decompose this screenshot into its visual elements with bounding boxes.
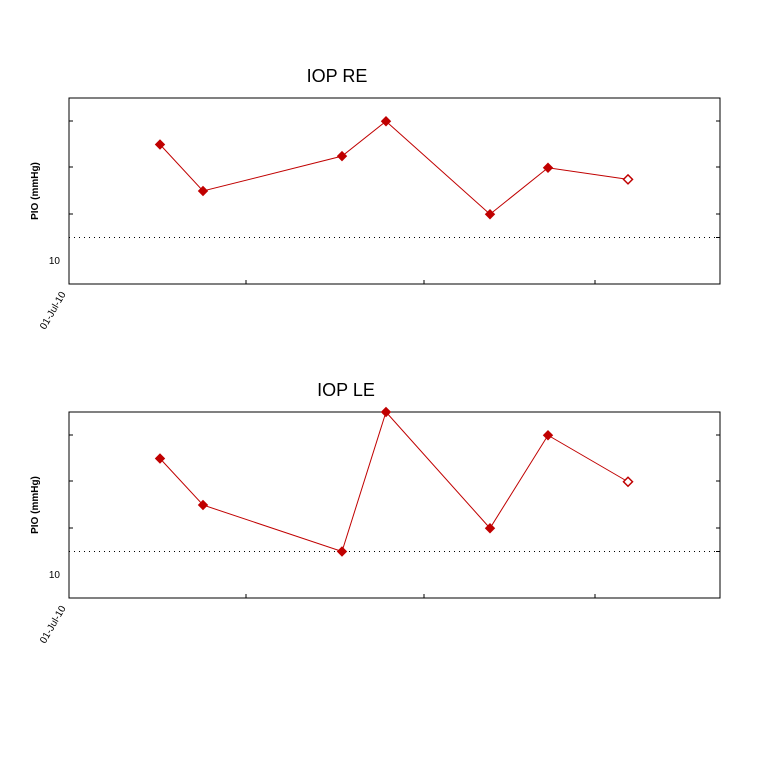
data-point: [197, 499, 209, 511]
y-tick-label: 10: [49, 256, 61, 267]
y-axis-label: PIO (mmHg): [30, 162, 41, 220]
series-points: [154, 406, 634, 557]
data-point: [484, 209, 496, 220]
data-point: [622, 476, 634, 488]
data-point: [380, 116, 392, 127]
y-tick-label: 10: [49, 570, 61, 581]
data-point: [154, 453, 166, 464]
plot-frame: [68, 97, 721, 285]
axis-ticks: [69, 434, 720, 598]
data-point: [336, 150, 348, 162]
plot-frame: [68, 411, 721, 599]
series-line: [159, 411, 629, 553]
series-line: [159, 120, 629, 215]
data-point: [484, 523, 496, 534]
y-axis-label: PIO (mmHg): [30, 476, 41, 534]
x-tick-label: 01-Jul-10: [38, 604, 69, 646]
data-point: [154, 139, 166, 150]
chart-iop-le: IOP LE PIO (mmHg) 10 01-Jul-10: [30, 380, 721, 646]
chart-title: IOP RE: [307, 66, 368, 86]
series-points: [154, 116, 634, 220]
data-point: [336, 546, 348, 557]
data-point: [542, 162, 554, 173]
data-point: [197, 185, 209, 197]
chart-iop-re: IOP RE PIO (mmHg) 10 01-Jul-10: [30, 66, 721, 332]
chart-title: IOP LE: [317, 380, 375, 400]
data-point: [542, 430, 554, 441]
data-point: [380, 406, 392, 418]
axis-ticks: [69, 120, 720, 284]
data-point: [622, 173, 634, 185]
x-tick-label: 01-Jul-10: [38, 290, 69, 332]
